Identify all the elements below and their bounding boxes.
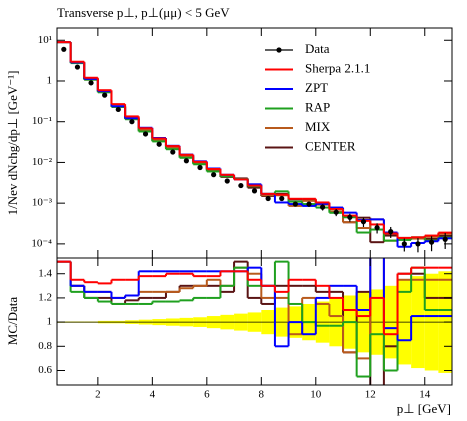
data-point xyxy=(183,158,189,164)
data-point xyxy=(251,188,258,194)
data-point xyxy=(88,80,94,86)
data-point xyxy=(238,182,244,189)
x-tick-label: 12 xyxy=(365,389,376,401)
step-riser xyxy=(69,42,440,241)
y-tick-label: 1 xyxy=(47,316,53,328)
data-point xyxy=(170,149,176,155)
plot-area xyxy=(57,41,452,253)
y-tick-label: 1 xyxy=(47,75,53,87)
step-riser xyxy=(69,42,440,241)
step-riser xyxy=(69,42,440,247)
legend-label: CENTER xyxy=(305,138,356,153)
x-tick-label: 10 xyxy=(310,389,322,401)
data-point xyxy=(156,141,162,147)
x-axis-label: p⊥ [GeV] xyxy=(397,401,451,416)
y-tick-label: 10¹ xyxy=(38,34,52,46)
y-tick-label: 10⁻² xyxy=(32,156,53,168)
y-tick-label: 0.6 xyxy=(38,364,52,376)
data-point xyxy=(442,236,448,242)
x-tick-label: 14 xyxy=(419,389,431,401)
y-tick-label: 10⁻³ xyxy=(32,197,53,209)
legend-label: RAP xyxy=(305,99,330,114)
step-riser xyxy=(69,42,440,243)
data-point xyxy=(347,214,353,220)
data-point xyxy=(388,229,394,235)
chart-title: Transverse p⊥, p⊥(μμ) < 5 GeV xyxy=(57,5,230,20)
legend-label: Sherpa 2.1.1 xyxy=(305,60,370,75)
legend-label: MIX xyxy=(305,119,331,134)
data-point xyxy=(428,239,435,245)
data-point xyxy=(333,209,339,215)
data-point xyxy=(102,92,108,98)
x-tick-label: 6 xyxy=(204,389,210,401)
plot-area xyxy=(57,258,452,385)
data-point xyxy=(401,241,407,247)
x-tick-label: 8 xyxy=(259,389,265,401)
data-point xyxy=(292,201,298,207)
legend-marker xyxy=(276,47,282,53)
ratio-y-axis-label: MC/Data xyxy=(5,297,20,346)
x-tick-label: 4 xyxy=(150,389,156,401)
y-tick-label: 10⁻¹ xyxy=(32,115,52,127)
data-point xyxy=(74,64,81,70)
data-point xyxy=(374,225,380,231)
data-point xyxy=(415,241,421,247)
x-tick-label: 2 xyxy=(95,389,101,401)
y-tick-label: 1.4 xyxy=(38,267,52,279)
data-point xyxy=(129,119,135,125)
data-point xyxy=(279,195,285,202)
y-tick-label: 10⁻⁴ xyxy=(31,237,52,249)
data-point xyxy=(224,178,230,184)
data-point xyxy=(61,46,67,52)
data-point xyxy=(211,172,217,178)
y-axis-label: 1/Nev dNchg/dp⊥ [GeV⁻¹] xyxy=(5,71,20,216)
step-riser xyxy=(69,42,440,238)
plot-frame xyxy=(56,257,453,386)
y-tick-label: 0.8 xyxy=(38,340,52,352)
legend-label: Data xyxy=(305,41,330,56)
data-point xyxy=(306,201,312,207)
plot-frame xyxy=(56,27,453,259)
data-point xyxy=(197,164,203,171)
legend-label: ZPT xyxy=(305,80,328,95)
data-point xyxy=(142,131,149,137)
y-tick-label: 1.2 xyxy=(38,291,52,303)
data-point xyxy=(320,204,326,210)
data-point xyxy=(360,219,367,225)
data-point xyxy=(115,106,121,113)
data-point xyxy=(265,195,271,202)
